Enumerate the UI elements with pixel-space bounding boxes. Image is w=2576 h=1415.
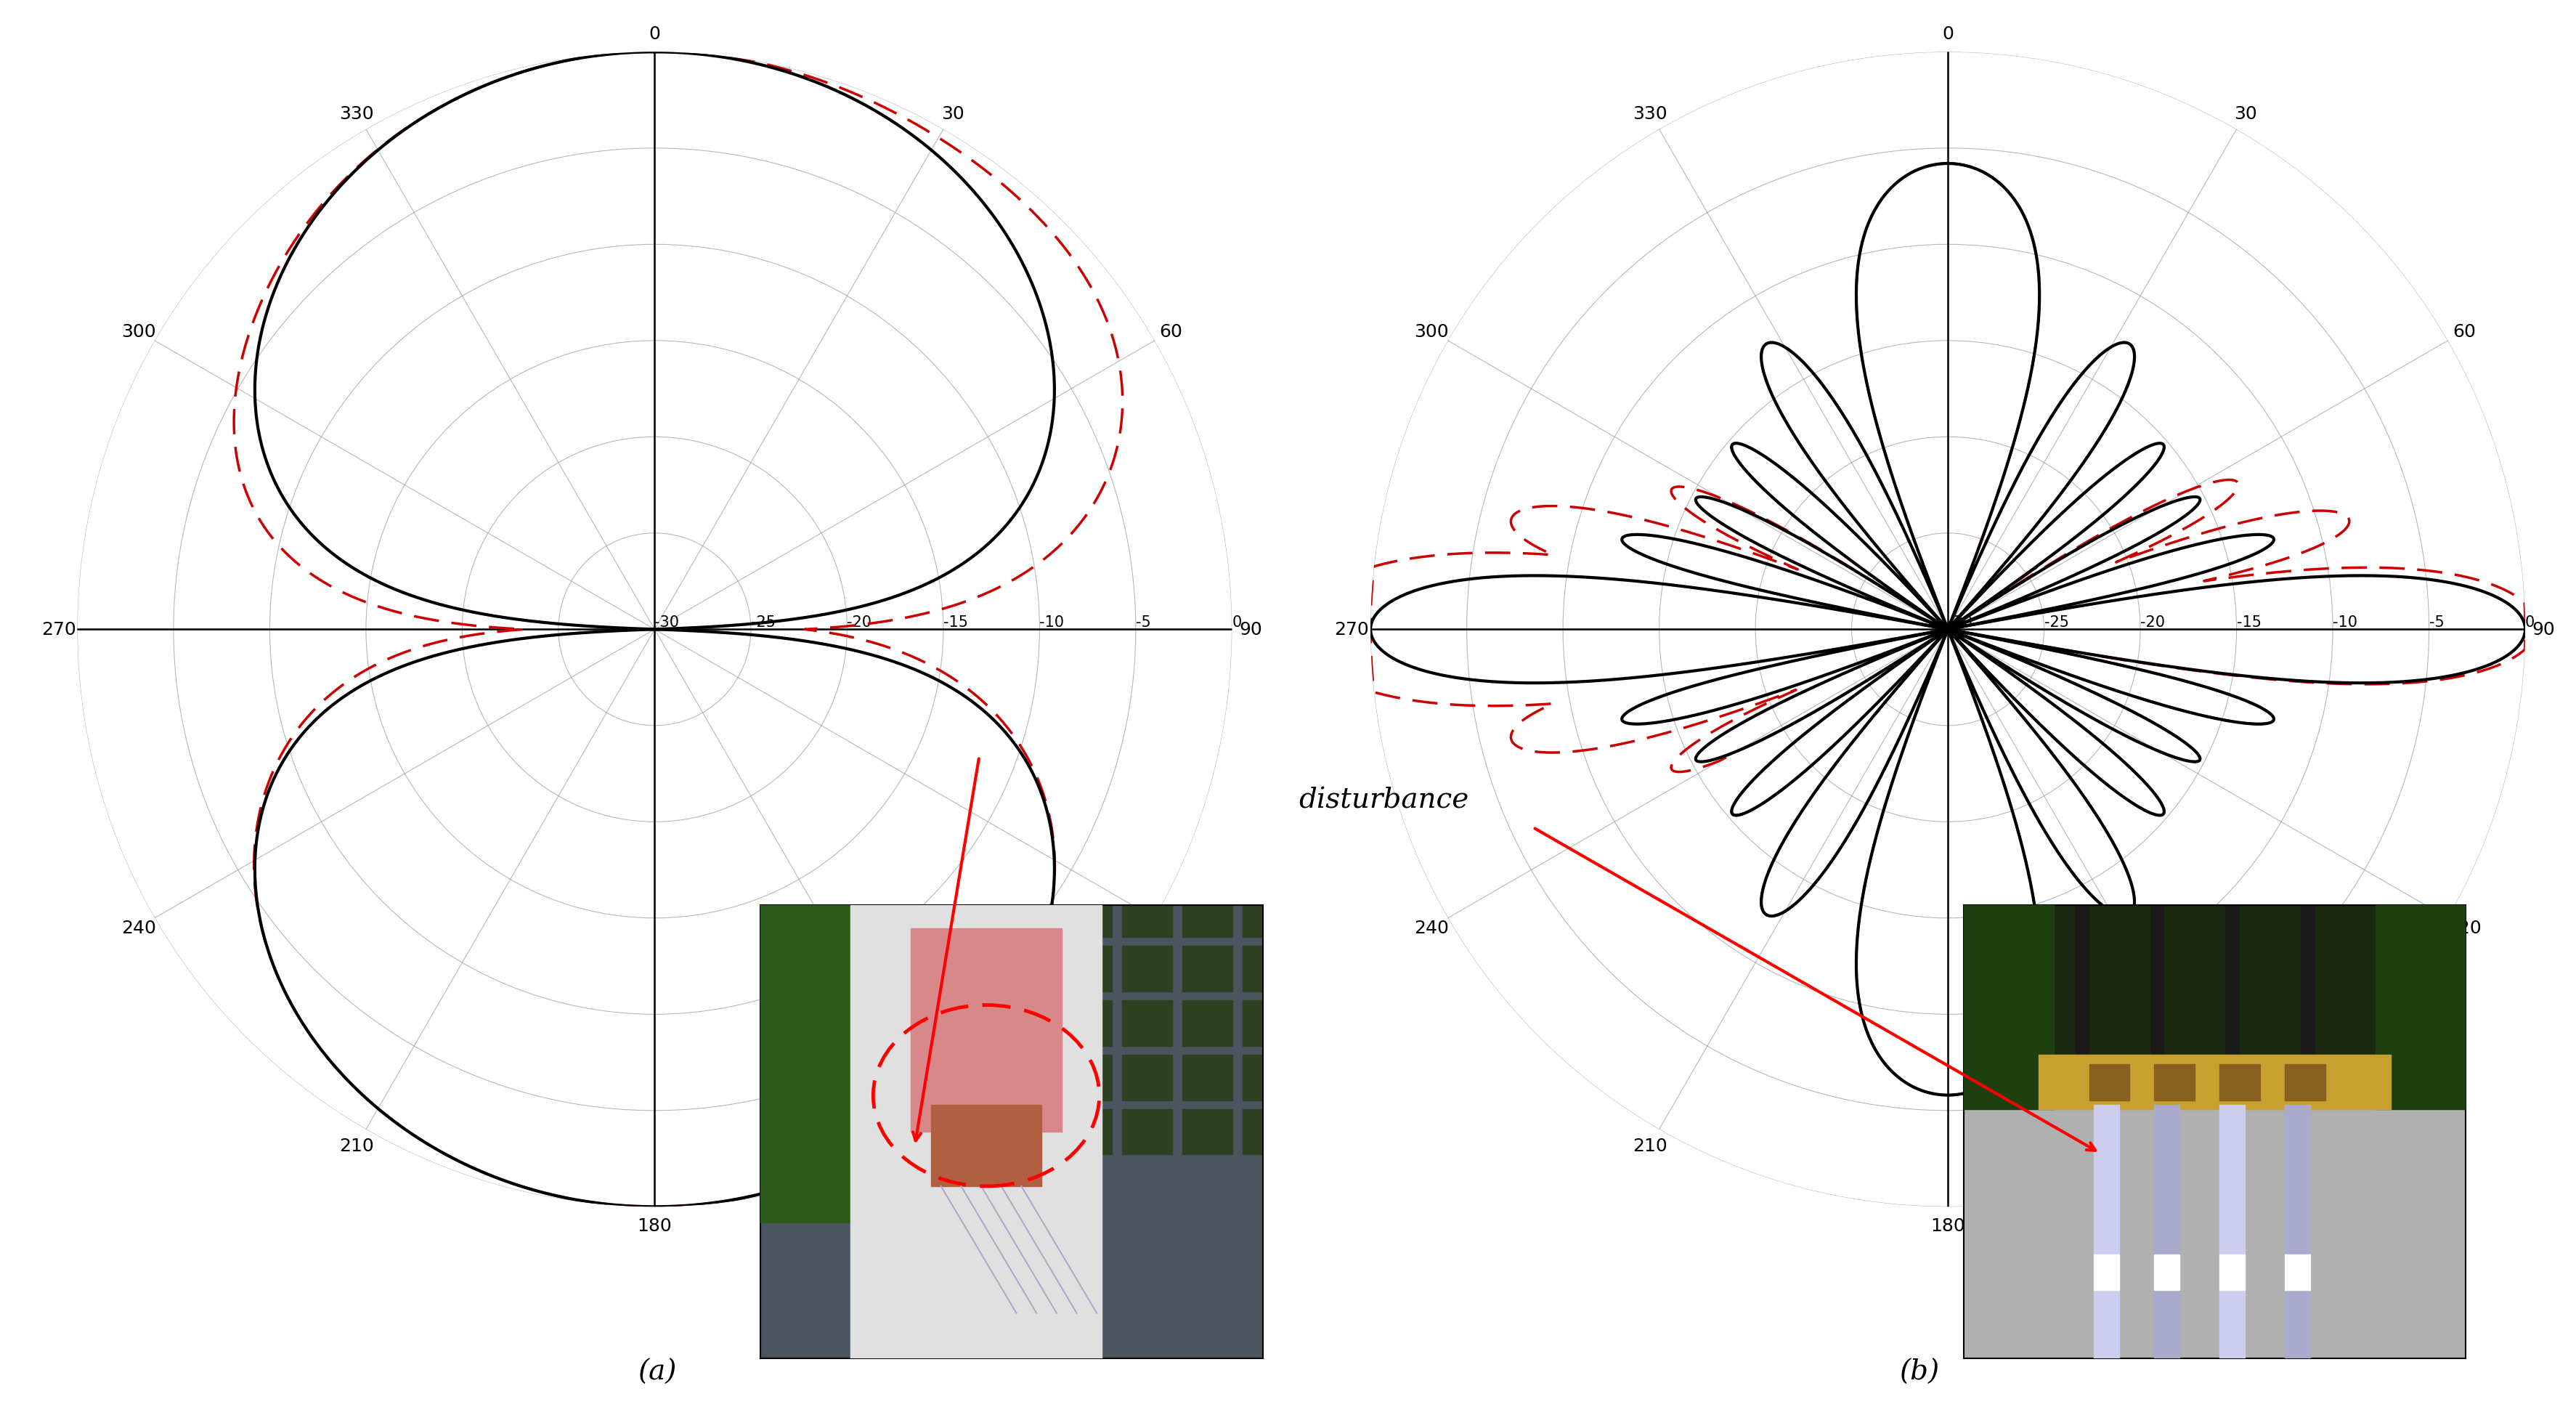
Bar	[850, 906, 1103, 1358]
Bar	[940, 1000, 992, 1046]
Bar	[2164, 906, 2223, 1078]
Bar	[2038, 1056, 2391, 1109]
Bar	[1121, 784, 1172, 829]
Bar	[1002, 838, 1051, 883]
Bar	[819, 891, 871, 937]
Bar	[1121, 1000, 1172, 1046]
Bar	[2014, 906, 2074, 1078]
Bar	[1121, 1109, 1172, 1155]
Bar	[940, 947, 992, 992]
Bar	[881, 1000, 930, 1046]
Bar	[819, 784, 871, 829]
Bar	[1242, 947, 1293, 992]
Bar	[2089, 906, 2148, 1078]
Bar	[1182, 1109, 1231, 1155]
Bar	[760, 891, 809, 937]
Bar	[881, 1056, 930, 1101]
Bar	[1182, 891, 1231, 937]
Bar	[881, 1109, 930, 1155]
Bar	[2218, 1254, 2244, 1290]
Bar	[760, 1109, 809, 1155]
Bar	[940, 1056, 992, 1101]
Text: (a): (a)	[636, 1358, 677, 1385]
Bar	[1182, 947, 1231, 992]
Bar	[2094, 1254, 2117, 1290]
Bar	[2154, 1254, 2179, 1290]
Bar	[1121, 947, 1172, 992]
Bar	[1061, 1109, 1113, 1155]
Bar	[1002, 947, 1051, 992]
Bar	[2285, 1105, 2311, 1358]
Bar	[1002, 891, 1051, 937]
Bar	[1182, 838, 1231, 883]
Bar	[2375, 906, 2465, 1109]
Bar	[1061, 838, 1113, 883]
Bar	[760, 838, 809, 883]
Bar	[940, 891, 992, 937]
Bar	[819, 1056, 871, 1101]
Bar	[1242, 891, 1293, 937]
Bar	[1061, 947, 1113, 992]
Bar	[2285, 1254, 2311, 1290]
Bar	[881, 891, 930, 937]
Bar	[2094, 1105, 2117, 1358]
Bar	[1963, 906, 2053, 1109]
Text: disturbance: disturbance	[1298, 787, 1468, 814]
Bar	[1242, 1109, 1293, 1155]
Bar	[1242, 1056, 1293, 1101]
Bar	[940, 1109, 992, 1155]
Bar	[1182, 1056, 1231, 1101]
Bar	[881, 784, 930, 829]
Bar	[760, 906, 871, 1223]
Bar	[1963, 1105, 2465, 1358]
Bar	[1242, 838, 1293, 883]
Bar	[2239, 906, 2300, 1078]
Bar	[1963, 906, 2465, 1109]
Bar	[940, 784, 992, 829]
Bar	[760, 1056, 809, 1101]
Text: (b): (b)	[1899, 1358, 1940, 1385]
Bar	[940, 838, 992, 883]
Bar	[1242, 784, 1293, 829]
Bar	[1182, 784, 1231, 829]
Bar	[2316, 906, 2375, 1078]
Bar	[1937, 906, 1999, 1078]
Bar	[1121, 838, 1172, 883]
Bar	[1121, 891, 1172, 937]
Bar	[881, 838, 930, 883]
Bar	[1061, 891, 1113, 937]
Bar	[760, 784, 809, 829]
Bar	[1061, 1000, 1113, 1046]
Bar	[2154, 1105, 2179, 1358]
Bar	[1002, 1000, 1051, 1046]
Bar	[1061, 1056, 1113, 1101]
Bar	[1002, 1109, 1051, 1155]
Bar	[881, 947, 930, 992]
Bar	[819, 1000, 871, 1046]
Bar	[819, 947, 871, 992]
Bar	[912, 928, 1061, 1132]
Bar	[1002, 784, 1051, 829]
Bar	[819, 838, 871, 883]
Bar	[1182, 1000, 1231, 1046]
Bar	[1061, 784, 1113, 829]
Bar	[2154, 1064, 2195, 1101]
Bar	[1242, 1000, 1293, 1046]
Bar	[760, 1000, 809, 1046]
Bar	[2218, 1064, 2259, 1101]
Bar	[2285, 1064, 2324, 1101]
Bar	[1002, 1056, 1051, 1101]
Bar	[819, 1109, 871, 1155]
Bar	[1121, 1056, 1172, 1101]
Bar	[930, 1105, 1041, 1186]
Bar	[2089, 1064, 2128, 1101]
Bar	[2218, 1105, 2244, 1358]
Bar	[760, 947, 809, 992]
Bar	[2391, 906, 2450, 1078]
